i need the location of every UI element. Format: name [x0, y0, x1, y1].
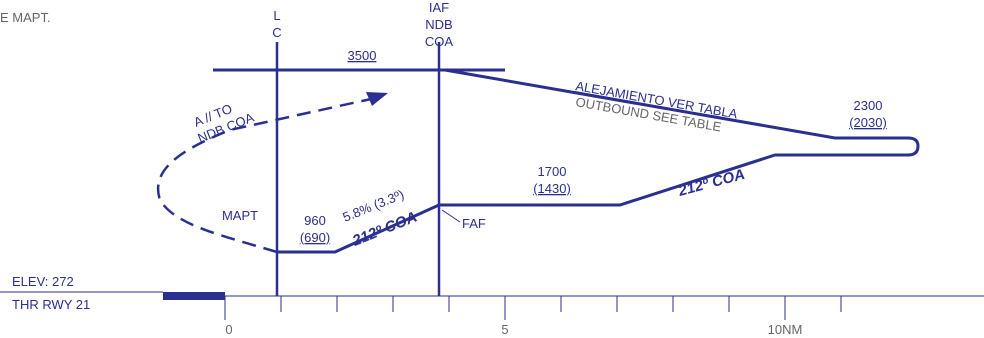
fix-label: L — [273, 8, 280, 23]
fix-label: COA — [425, 34, 454, 49]
altitude: (2030) — [849, 115, 887, 130]
fix-label: IAF — [429, 0, 449, 15]
threshold: THR RWY 21 — [12, 297, 90, 312]
fix-label: NDB — [425, 17, 452, 32]
altitude: 2300 — [854, 98, 883, 113]
runway — [163, 292, 225, 300]
missed-approach — [156, 95, 381, 254]
scale-label: 10NM — [768, 322, 803, 337]
course: 212º COA — [676, 166, 747, 200]
fix-name: MAPT — [222, 208, 258, 223]
elevation: ELEV: 272 — [12, 274, 74, 289]
scale-label: 0 — [225, 322, 232, 337]
leader — [441, 209, 461, 223]
flight-path — [277, 68, 920, 254]
fix-name: FAF — [462, 216, 486, 231]
altitude: 1700 — [538, 164, 567, 179]
altitude: 3500 — [348, 48, 377, 63]
altitude: (690) — [300, 230, 330, 245]
altitude: (1430) — [533, 181, 571, 196]
scale-ticks — [224, 296, 842, 320]
altitude: 960 — [304, 213, 326, 228]
arrow — [366, 92, 388, 106]
note: E MAPT. — [0, 10, 51, 25]
scale-label: 5 — [501, 322, 508, 337]
fix-label: C — [272, 25, 281, 40]
